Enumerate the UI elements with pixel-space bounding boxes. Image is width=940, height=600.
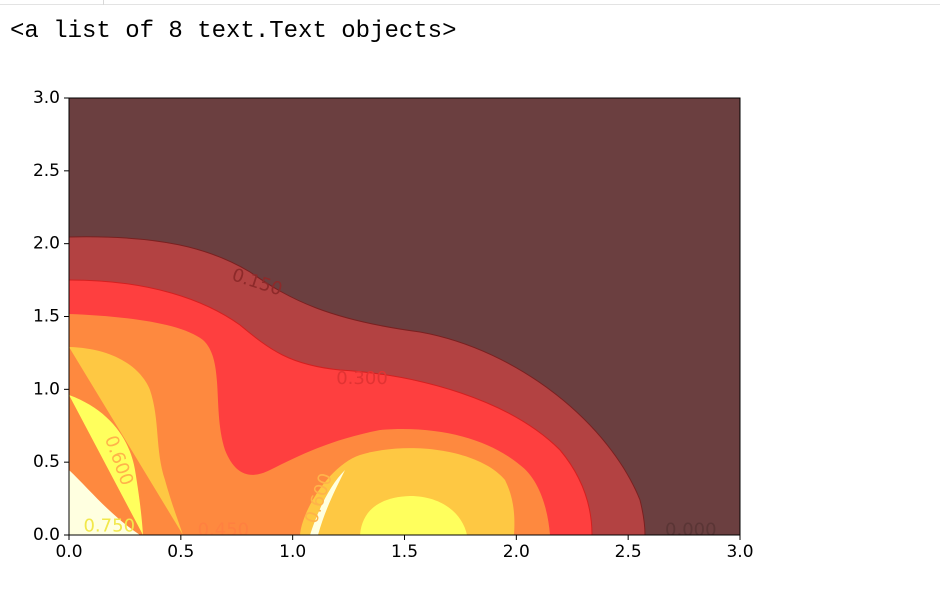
x-tick-label: 0.0: [55, 542, 82, 562]
x-tick-label: 2.5: [615, 542, 642, 562]
y-tick-label: 2.5: [33, 161, 60, 181]
x-tick-label: 1.0: [279, 542, 306, 562]
y-tick-label: 3.0: [33, 88, 60, 108]
y-tick-label: 0.5: [33, 452, 60, 472]
x-axis: 0.0 0.5 1.0 1.5 2.0 2.5 3.0: [55, 535, 754, 562]
contour-line-0.300: [69, 279, 593, 535]
cell-prompt-edge: [103, 0, 104, 5]
contour-level-6: [69, 470, 140, 535]
contour-label: 0.000: [665, 520, 717, 541]
contour-level-4: [69, 347, 183, 535]
contour-level-4: [300, 448, 515, 535]
y-tick-label: 2.0: [33, 234, 60, 254]
y-tick-label: 1.0: [33, 379, 60, 399]
contour-level-5: [69, 395, 143, 535]
x-tick-label: 2.0: [503, 542, 530, 562]
x-tick-label: 1.5: [391, 542, 418, 562]
cell-output-text: <a list of 8 text.Text objects>: [10, 18, 457, 45]
contour-line-0.150: [69, 236, 646, 535]
y-tick-label: 1.5: [33, 307, 60, 327]
contour-level-5: [360, 496, 467, 535]
y-tick-label: 0.0: [33, 525, 60, 545]
notebook-cell-divider: [0, 0, 940, 5]
contour-label: 0.300: [336, 368, 388, 389]
contour-level-6: [310, 470, 345, 535]
x-tick-label: 0.5: [167, 542, 194, 562]
y-axis: 0.0 0.5 1.0 1.5 2.0 2.5 3.0: [33, 88, 69, 545]
contour-label: 0.450: [198, 520, 250, 541]
x-tick-label: 3.0: [726, 542, 753, 562]
contour-label: 0.750: [83, 515, 135, 536]
